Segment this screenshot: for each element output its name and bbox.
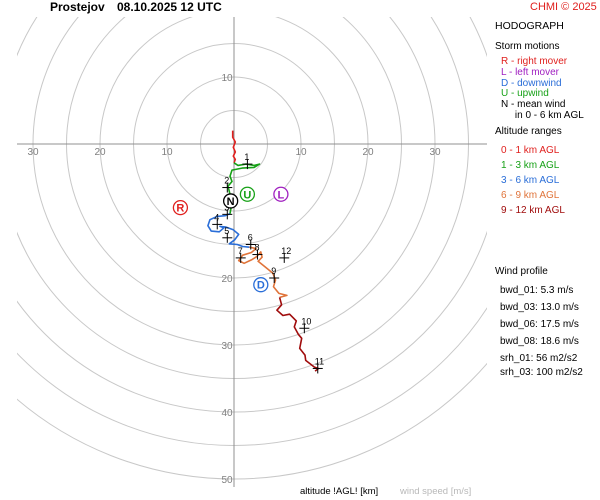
- wind-profile-item: bwd_08: 18.6 m/s: [500, 336, 579, 347]
- storm-motion-label: U: [243, 189, 251, 201]
- altitude-ranges-title: Altitude ranges: [495, 126, 562, 137]
- wind-trace-2: [207, 212, 250, 248]
- axis-tick-label: 40: [221, 408, 233, 419]
- storm-motion-label: L: [278, 189, 285, 201]
- wind-trace-0: [231, 130, 237, 164]
- height-marker: 2: [222, 176, 233, 193]
- storm-motion-legend-item: D - downwind: [501, 77, 562, 89]
- storm-motion-r: R: [172, 199, 189, 216]
- altitude-legend-item: 3 - 6 km AGL: [501, 175, 560, 186]
- height-marker-label: 2: [224, 176, 229, 186]
- height-marker-label: 11: [315, 356, 324, 366]
- axis-tick-label: 30: [27, 147, 39, 158]
- axis-tick-label: 30: [429, 147, 441, 158]
- wind-trace-4: [276, 297, 320, 372]
- storm-motion-legend-item: U - upwind: [501, 88, 549, 100]
- axis-tick-label: 20: [94, 147, 106, 158]
- speed-rings: [17, 17, 487, 480]
- height-marker-label: 7: [238, 246, 243, 256]
- storm-motions-title: Storm motions: [495, 41, 560, 52]
- height-marker-label: 1: [244, 152, 249, 162]
- wind-speed-label: wind speed [m/s]: [400, 486, 472, 497]
- height-marker: 8: [252, 243, 263, 260]
- altitude-legend-item: 6 - 9 km AGL: [501, 190, 560, 201]
- station-name: Prostejov: [50, 0, 105, 14]
- hodograph-title: HODOGRAPH: [495, 20, 564, 32]
- height-marker-label: 4: [214, 212, 219, 222]
- storm-motion-u: U: [239, 186, 256, 202]
- height-marker-label: 6: [248, 233, 253, 243]
- height-marker: 11: [312, 356, 324, 374]
- height-marker: 12: [279, 246, 291, 263]
- axis-tick-label: 10: [295, 147, 307, 158]
- height-marker-label: 8: [254, 243, 259, 253]
- storm-motion-legend-item: L - left mover: [501, 66, 559, 78]
- height-marker: 1: [242, 152, 253, 170]
- altitude-legend-item: 1 - 3 km AGL: [501, 160, 560, 171]
- storm-motion-legend-item: in 0 - 6 km AGL: [501, 110, 584, 121]
- height-marker: 5: [222, 226, 233, 243]
- storm-motion-label: D: [257, 280, 265, 292]
- storm-motion-l: L: [273, 186, 289, 202]
- axis-tick-label: 10: [161, 147, 173, 158]
- storm-motion-d: D: [253, 277, 269, 293]
- height-marker-label: 12: [281, 246, 291, 256]
- wind-profile-item: srh_01: 56 m2/s2: [500, 353, 578, 364]
- wind-profile-title: Wind profile: [495, 266, 548, 277]
- height-marker: 9: [269, 266, 280, 283]
- wind-profile-item: bwd_06: 17.5 m/s: [500, 319, 579, 330]
- storm-motion-label: R: [176, 203, 184, 215]
- height-marker: 10: [299, 316, 311, 334]
- height-marker-label: 5: [224, 226, 229, 236]
- storm-motion-n: N: [222, 193, 239, 209]
- speed-ring: [17, 17, 487, 413]
- storm-motion-legend-item: N - mean wind: [501, 99, 566, 111]
- height-marker: 7: [235, 246, 246, 263]
- datetime-label: 08.10.2025 12 UTC: [117, 0, 222, 14]
- axis-tick-label: 20: [221, 274, 233, 285]
- axis-tick-label: 10: [221, 73, 233, 84]
- height-marker-label: 10: [301, 316, 311, 326]
- altitude-legend-item: 9 - 12 km AGL: [501, 205, 565, 216]
- wind-traces: [207, 130, 320, 372]
- credit-label: CHMI © 2025: [530, 1, 597, 13]
- axis-tick-labels: 30 20 10 10 20 30 10 20 30 40 50: [27, 73, 441, 486]
- height-marker-label: 9: [271, 266, 276, 276]
- wind-profile-item: bwd_03: 13.0 m/s: [500, 302, 579, 313]
- storm-motion-markers: R L D UN: [172, 186, 289, 293]
- height-marker: 4: [212, 212, 223, 230]
- height-marker: 6: [245, 233, 256, 250]
- storm-motion-label: N: [227, 196, 235, 208]
- storm-motion-legend-item: R - right mover: [501, 56, 568, 67]
- hodograph-axes: [17, 17, 487, 487]
- altitude-legend-item: 0 - 1 km AGL: [501, 145, 560, 156]
- wind-profile-item: bwd_01: 5.3 m/s: [500, 285, 574, 296]
- axis-tick-label: 50: [221, 475, 233, 486]
- axis-tick-label: 30: [221, 341, 233, 352]
- wind-profile-item: srh_03: 100 m2/s2: [500, 367, 583, 378]
- axis-tick-label: 20: [362, 147, 374, 158]
- altitude-axis-label: altitude !AGL! [km]: [300, 486, 379, 497]
